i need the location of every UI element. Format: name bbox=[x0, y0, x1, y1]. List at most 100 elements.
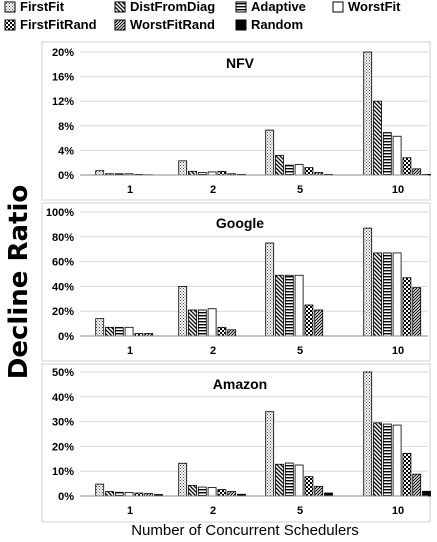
legend-item-distfromdiag: DistFromDiag bbox=[114, 0, 215, 14]
legend-item-firstfitrand: FirstFitRand bbox=[4, 17, 97, 32]
bar-worstfit-5 bbox=[294, 464, 304, 497]
bar-distfromdiag-10 bbox=[373, 422, 382, 497]
bar-firstfit-10 bbox=[363, 227, 373, 337]
y-tick-label: 30% bbox=[52, 417, 74, 429]
bar-firstfit-2 bbox=[178, 285, 188, 337]
legend-label-firstfitrand: FirstFitRand bbox=[20, 17, 97, 32]
bar-worstfitrand-2 bbox=[227, 329, 237, 337]
y-tick-label: 0% bbox=[58, 331, 74, 343]
y-tick-label: 40% bbox=[52, 392, 74, 404]
bar-distfromdiag-2 bbox=[188, 309, 197, 337]
x-tick-label: 2 bbox=[210, 345, 216, 357]
bar-distfromdiag-2 bbox=[188, 170, 197, 176]
bar-worstfitrand-10 bbox=[412, 168, 422, 176]
bar-distfromdiag-10 bbox=[373, 252, 382, 337]
bar-worstfit-1 bbox=[124, 492, 134, 497]
bar-worstfit-2 bbox=[207, 308, 217, 337]
bar-adaptive-1 bbox=[114, 326, 124, 337]
legend-item-worstfit: WorstFit bbox=[332, 0, 401, 14]
bar-adaptive-5 bbox=[284, 164, 294, 176]
bar-distfromdiag-1 bbox=[105, 491, 114, 497]
legend-label-worstfitrand: WorstFitRand bbox=[130, 17, 215, 32]
legend-swatch-worstfitrand bbox=[114, 19, 126, 31]
y-tick-label: 20% bbox=[52, 306, 74, 318]
legend-swatch-firstfit bbox=[4, 1, 16, 13]
panel-title: NFV bbox=[226, 55, 255, 71]
y-tick-label: 20% bbox=[52, 47, 74, 59]
panel-amazon: 0% 10% 20% 30% 40% 50% 1 2 5 10 Amazon bbox=[52, 367, 431, 517]
legend-swatch-random bbox=[235, 19, 247, 31]
bar-worstfit-10 bbox=[392, 424, 402, 497]
x-tick-label: 10 bbox=[392, 505, 404, 517]
bar-firstfitrand-10 bbox=[402, 157, 412, 176]
bar-firstfit-5 bbox=[265, 411, 275, 497]
bar-worstfitrand-5 bbox=[314, 485, 324, 497]
bar-adaptive-5 bbox=[284, 274, 294, 337]
bar-firstfitrand-10 bbox=[402, 452, 412, 497]
panel-frame-amazon bbox=[41, 363, 431, 523]
legend-swatch-firstfitrand bbox=[4, 19, 16, 31]
legend-item-adaptive: Adaptive bbox=[235, 0, 306, 14]
x-tick-label: 10 bbox=[392, 345, 404, 357]
bar-worstfit-2 bbox=[207, 487, 217, 497]
bar-firstfit-2 bbox=[178, 462, 188, 497]
legend-label-adaptive: Adaptive bbox=[251, 0, 306, 14]
panel-frame-google bbox=[41, 202, 431, 362]
y-tick-label: 8% bbox=[58, 121, 74, 133]
bar-firstfitrand-5 bbox=[304, 167, 314, 176]
y-tick-label: 0% bbox=[58, 170, 74, 182]
bar-firstfit-1 bbox=[95, 318, 105, 337]
bar-worstfitrand-2 bbox=[227, 491, 237, 497]
bar-firstfit-1 bbox=[95, 483, 105, 497]
legend-label-distfromdiag: DistFromDiag bbox=[130, 0, 215, 14]
bar-firstfitrand-2 bbox=[217, 326, 227, 337]
bar-firstfitrand-5 bbox=[304, 476, 314, 497]
y-tick-label: 10% bbox=[52, 466, 74, 478]
x-tick-label: 1 bbox=[127, 505, 133, 517]
bar-distfromdiag-5 bbox=[275, 274, 284, 337]
x-tick-label: 1 bbox=[127, 345, 133, 357]
y-tick-label: 40% bbox=[52, 281, 74, 293]
bar-adaptive-2 bbox=[197, 486, 207, 497]
panel-google: 0% 20% 40% 60% 80% 100% 1 2 5 10 Google bbox=[46, 207, 428, 357]
x-tick-label: 2 bbox=[210, 505, 216, 517]
bar-distfromdiag-5 bbox=[275, 463, 284, 497]
bar-adaptive-5 bbox=[284, 462, 294, 497]
bar-firstfit-10 bbox=[363, 51, 373, 176]
x-tick-label: 1 bbox=[127, 184, 133, 196]
bar-adaptive-10 bbox=[382, 252, 392, 337]
y-tick-label: 4% bbox=[58, 145, 74, 157]
bar-worstfit-5 bbox=[294, 164, 304, 176]
bar-worstfit-10 bbox=[392, 135, 402, 176]
bar-firstfit-5 bbox=[265, 242, 275, 337]
bar-firstfit-2 bbox=[178, 160, 188, 176]
chart-panels: 0%4%8%12%16%20%1 2 5 10NFV0%20%40%60%80%100… bbox=[46, 47, 431, 517]
legend-label-firstfit: FirstFit bbox=[20, 0, 65, 14]
y-tick-label: 80% bbox=[52, 232, 74, 244]
panel-nfv: 0% 4% 8% 12% 16% 20% 1 2 5 10 NFV bbox=[52, 47, 431, 196]
bar-distfromdiag-1 bbox=[105, 326, 114, 337]
y-tick-label: 0% bbox=[58, 491, 74, 503]
x-tick-label: 5 bbox=[297, 505, 303, 517]
x-tick-label: 5 bbox=[297, 345, 303, 357]
y-tick-label: 100% bbox=[46, 207, 74, 219]
bar-firstfitrand-5 bbox=[304, 304, 314, 337]
bar-firstfit-10 bbox=[363, 371, 373, 497]
bar-firstfitrand-2 bbox=[217, 170, 227, 176]
bar-worstfitrand-10 bbox=[412, 473, 422, 497]
y-tick-label: 20% bbox=[52, 441, 74, 453]
y-tick-label: 60% bbox=[52, 257, 74, 269]
bar-worstfitrand-5 bbox=[314, 309, 324, 337]
legend-label-worstfit: WorstFit bbox=[348, 0, 401, 14]
panel-frame-nfv bbox=[41, 41, 431, 201]
x-tick-label: 5 bbox=[297, 184, 303, 196]
legend-item-random: Random bbox=[235, 17, 303, 32]
y-tick-label: 50% bbox=[52, 367, 74, 379]
bar-random-10 bbox=[422, 490, 431, 497]
legend-swatch-distfromdiag bbox=[114, 1, 126, 13]
bar-firstfit-1 bbox=[95, 170, 105, 176]
bar-firstfitrand-10 bbox=[402, 277, 412, 337]
y-tick-label: 12% bbox=[52, 96, 74, 108]
legend-swatch-adaptive bbox=[235, 1, 247, 13]
